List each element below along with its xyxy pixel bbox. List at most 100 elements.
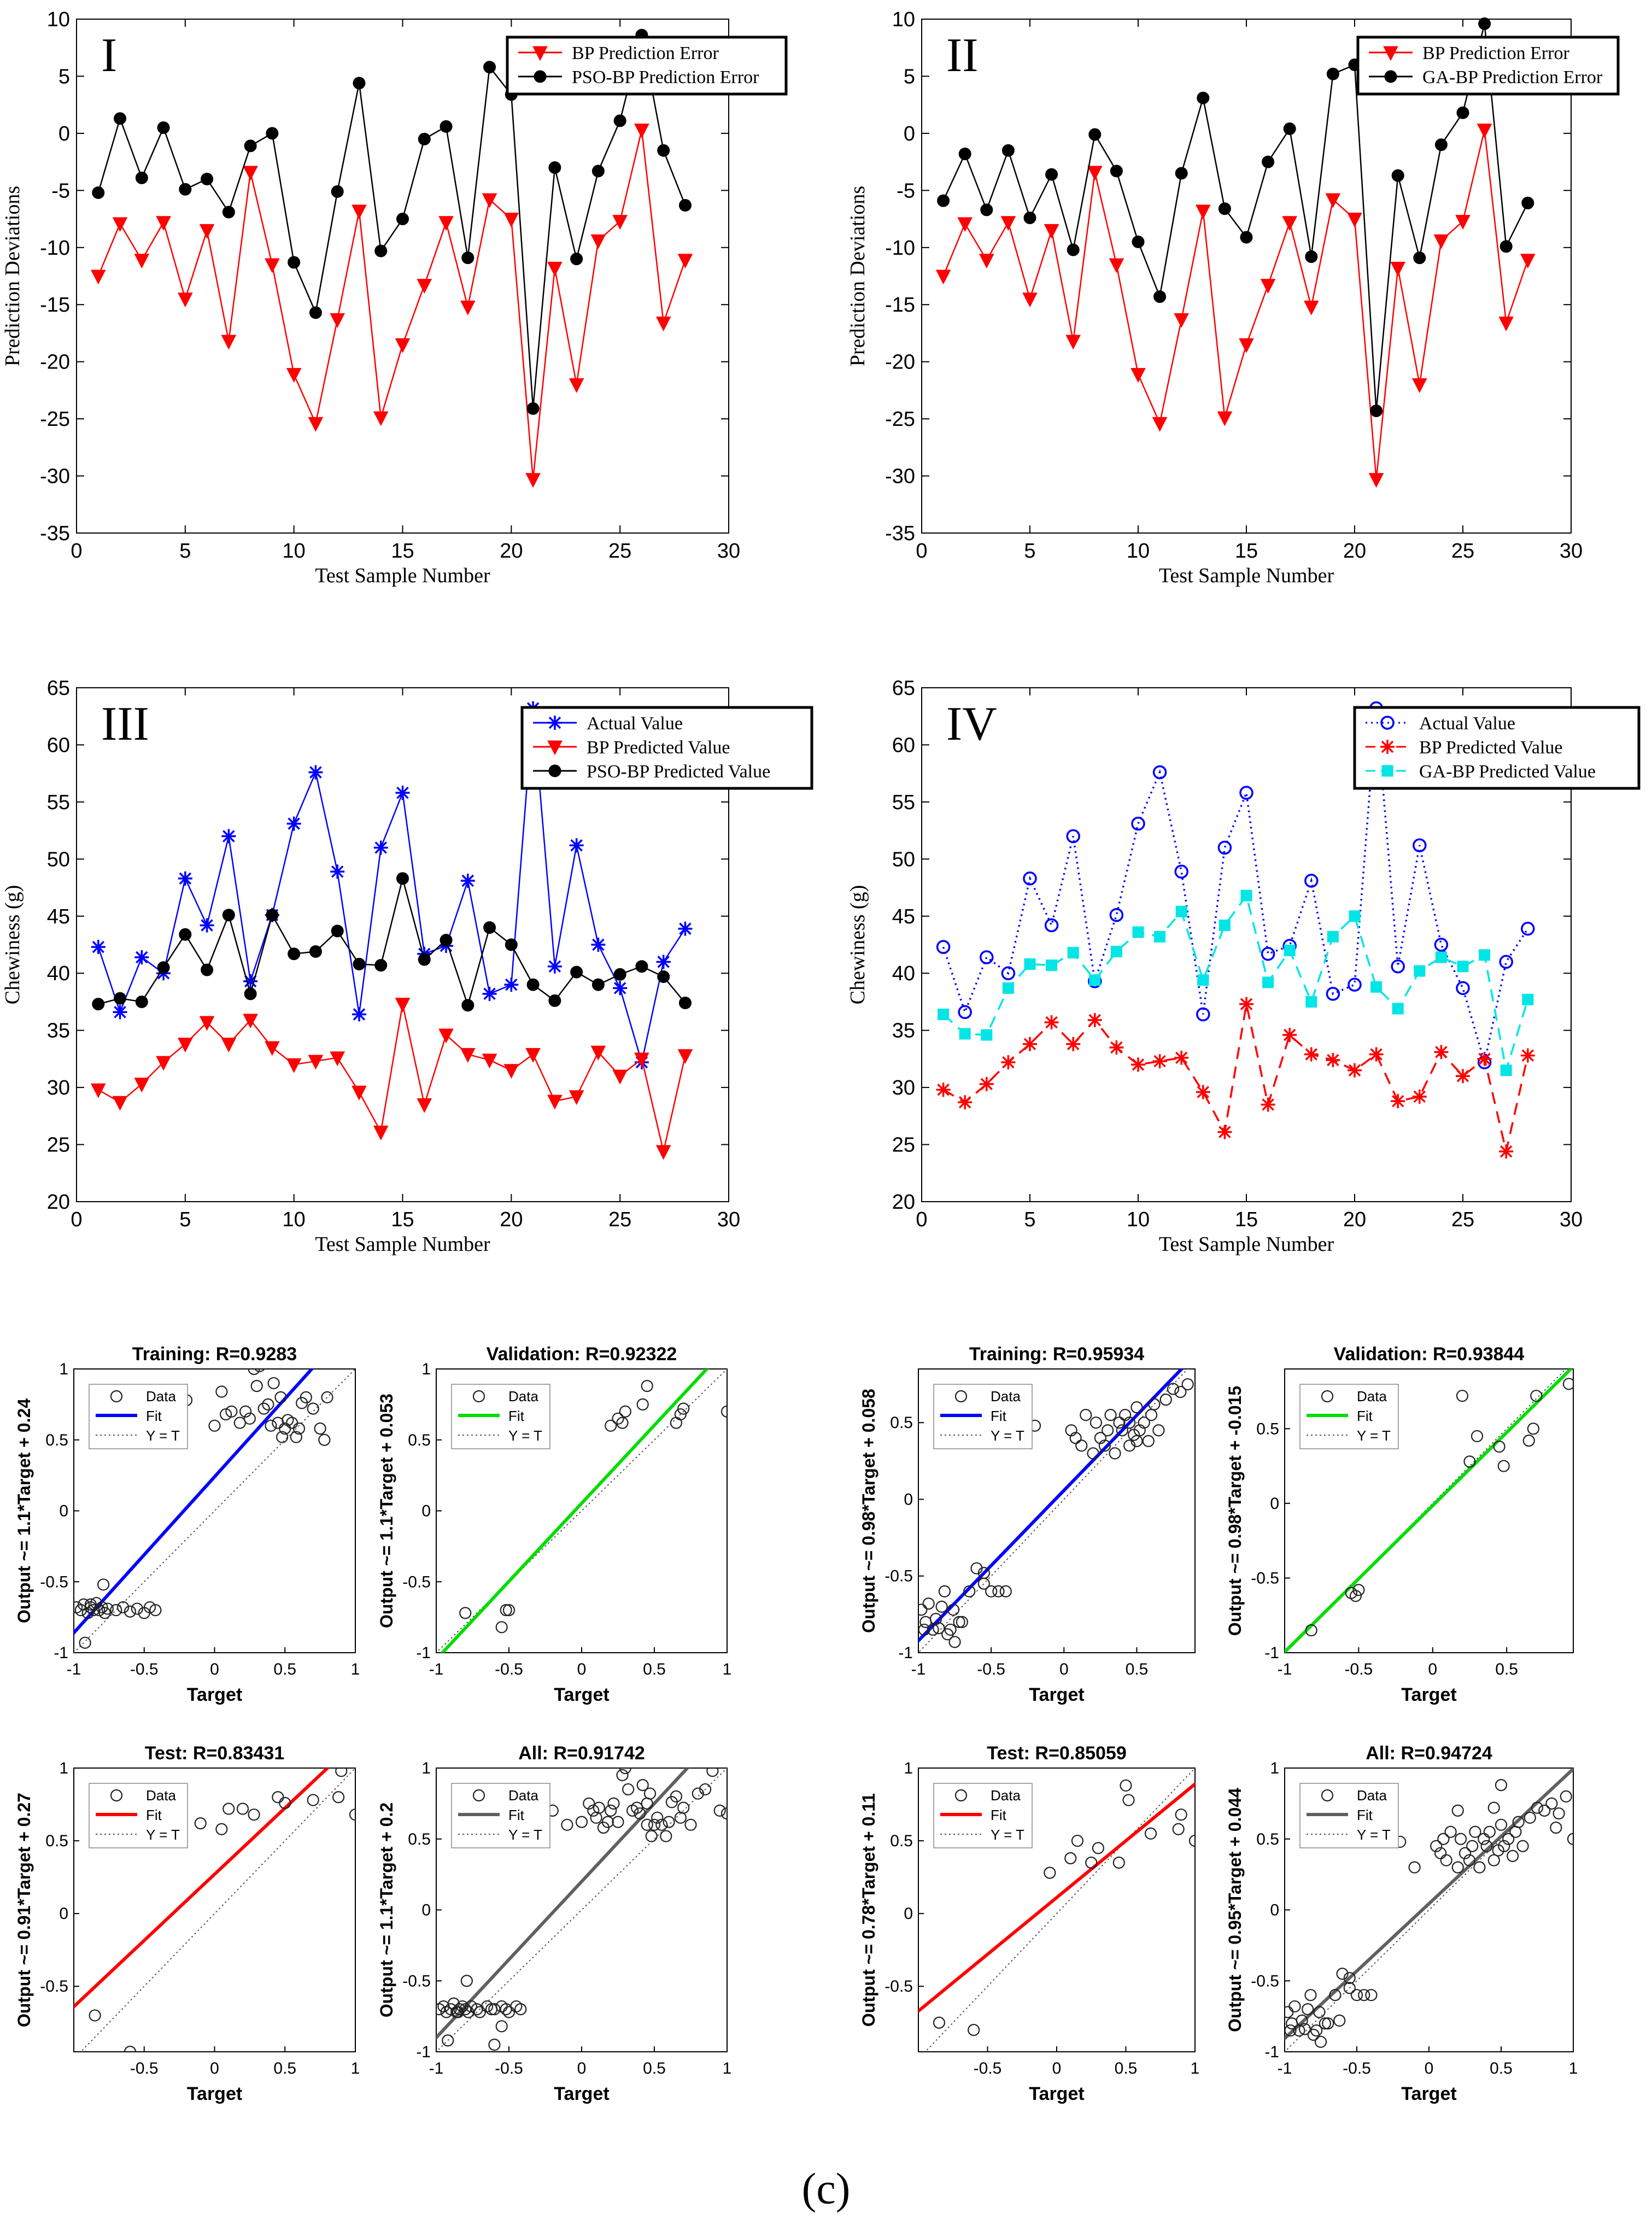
legend-marker xyxy=(548,764,561,777)
legend-label: Y = T xyxy=(991,1427,1024,1444)
line-chart-I: 0 5 10 15 20 25 30 -35 -30 -25 -20 -15 -10 -5 0 5 10 Test… xyxy=(1,8,788,587)
data-point xyxy=(444,2003,457,2016)
y-tick-label: 50 xyxy=(47,848,70,871)
y-tick-label: 0 xyxy=(904,1490,913,1508)
data-point xyxy=(418,132,431,145)
plot-title: Validation: R=0.92322 xyxy=(487,1344,677,1365)
data-point xyxy=(114,112,127,125)
x-tick-label: 0.5 xyxy=(273,2059,296,2077)
data-point xyxy=(1217,840,1232,855)
data-point xyxy=(1175,905,1187,917)
x-tick-label: 1 xyxy=(1569,2059,1578,2077)
data-point xyxy=(112,217,128,232)
data-point xyxy=(1239,786,1253,800)
data-point xyxy=(935,1600,948,1613)
data-point xyxy=(215,1385,228,1398)
y-tick-label: 0 xyxy=(904,122,915,145)
data-point xyxy=(1497,1460,1510,1472)
y-tick-label: -20 xyxy=(40,351,70,374)
data-point xyxy=(482,193,497,208)
data-point xyxy=(149,1604,162,1617)
data-point xyxy=(374,959,388,972)
x-tick-label: 10 xyxy=(283,540,306,563)
y-tick-label: -0.5 xyxy=(884,1567,913,1585)
data-point xyxy=(1487,1801,1500,1814)
y-tick-label: -1 xyxy=(1264,1644,1279,1662)
data-point xyxy=(1219,919,1231,931)
data-point xyxy=(1522,993,1534,1005)
data-point xyxy=(591,978,605,991)
data-point xyxy=(233,1417,246,1429)
data-point xyxy=(279,1796,291,1809)
x-tick-label: 0 xyxy=(577,1660,587,1678)
data-point xyxy=(418,953,431,966)
data-point xyxy=(1567,1833,1573,1845)
legend-marker xyxy=(1321,1390,1334,1403)
data-point xyxy=(619,1405,631,1418)
data-point xyxy=(1066,829,1080,844)
data-point xyxy=(1521,922,1535,936)
data-point xyxy=(1368,473,1384,488)
data-point xyxy=(248,1809,260,1821)
regression-plot-R1: -1 -0.5 0 0.5 1 -1 -0.5 0 0.5 1 Training: R=0.9283… xyxy=(14,1344,360,1705)
y-tick-label: 40 xyxy=(47,962,70,985)
data-point xyxy=(948,1636,961,1648)
data-point xyxy=(1174,313,1190,328)
legend-label: BP Prediction Error xyxy=(572,43,719,63)
data-point xyxy=(963,1585,976,1597)
data-point xyxy=(395,786,410,800)
data-point xyxy=(622,1783,635,1796)
legend-label: Y = T xyxy=(146,1427,180,1444)
data-point xyxy=(97,1578,110,1591)
data-point xyxy=(495,1621,508,1634)
data-point xyxy=(1531,1801,1544,1814)
data-point xyxy=(92,998,105,1011)
data-point xyxy=(1197,974,1209,986)
data-point xyxy=(670,1790,683,1802)
data-point xyxy=(292,1422,306,1435)
data-point xyxy=(243,974,258,988)
data-point xyxy=(957,217,973,232)
data-point xyxy=(1067,947,1079,959)
data-point xyxy=(1142,1435,1155,1447)
y-axis-label: Chewiness (g) xyxy=(846,885,869,1004)
data-point xyxy=(1131,1057,1145,1072)
x-tick-label: -1 xyxy=(911,1660,926,1678)
data-point xyxy=(1499,1144,1514,1159)
data-point xyxy=(1130,368,1146,383)
legend-label: Fit xyxy=(1357,1408,1373,1424)
data-point xyxy=(288,947,301,961)
data-point xyxy=(1392,1003,1404,1015)
plot-area xyxy=(76,19,729,534)
data-point xyxy=(613,968,626,981)
data-point xyxy=(1493,1440,1505,1453)
data-point xyxy=(1500,1064,1512,1076)
x-tick-label: 20 xyxy=(500,540,523,563)
y-tick-label: -30 xyxy=(885,465,915,488)
data-point xyxy=(1044,1015,1059,1030)
x-tick-label: 15 xyxy=(1235,1208,1258,1231)
series-ga-bp-prediction-error xyxy=(937,17,1534,417)
data-point xyxy=(374,244,388,257)
data-point xyxy=(1408,1861,1421,1874)
series-line xyxy=(98,875,686,1008)
data-point xyxy=(1217,411,1233,426)
data-point xyxy=(634,124,649,139)
data-point xyxy=(321,1391,333,1403)
x-tick-label: 30 xyxy=(1560,540,1583,563)
plot-title: Test: R=0.85059 xyxy=(987,1743,1126,1764)
data-point xyxy=(525,473,541,488)
y-tick-label: -10 xyxy=(885,237,915,260)
data-point xyxy=(1260,279,1276,294)
y-tick-label: -20 xyxy=(885,351,915,374)
y-tick-label: 0 xyxy=(1270,1901,1279,1919)
x-tick-label: 0 xyxy=(1428,1660,1437,1678)
x-tick-label: 20 xyxy=(1343,1208,1366,1231)
data-point xyxy=(958,1005,972,1019)
y-axis-label: Prediction Deviations xyxy=(1,186,24,366)
data-point xyxy=(134,1078,150,1093)
data-point xyxy=(612,1816,624,1828)
legend-label: BP Predicted Value xyxy=(1419,738,1563,758)
data-point xyxy=(1152,1424,1165,1437)
data-point xyxy=(308,1055,324,1070)
